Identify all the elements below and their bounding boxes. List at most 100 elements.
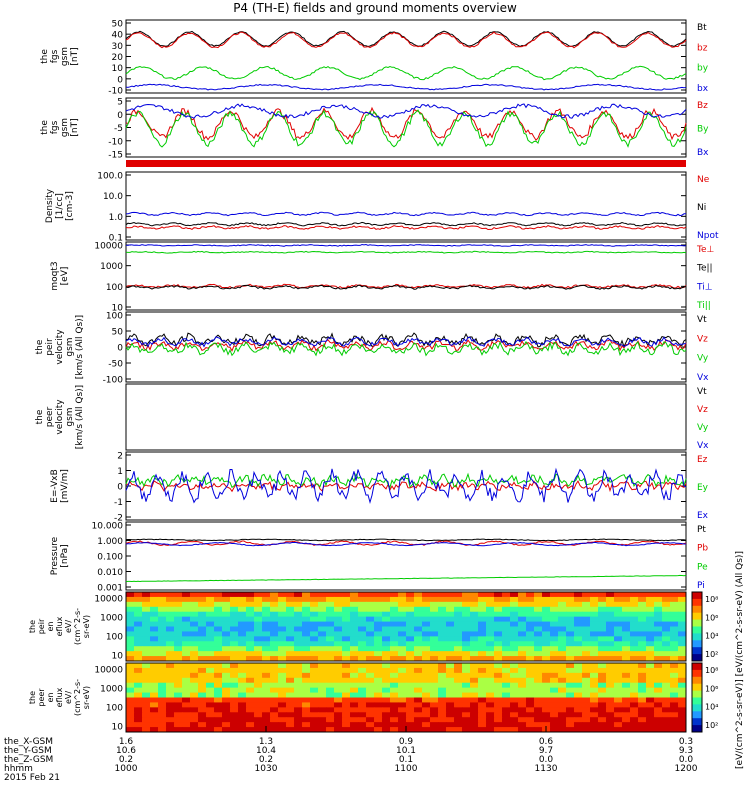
spectrogram-cell bbox=[262, 656, 271, 662]
spectrogram-cell bbox=[390, 687, 399, 694]
spectrogram-cell bbox=[166, 621, 175, 627]
spectrogram-cell bbox=[462, 707, 471, 713]
spectrogram-cell bbox=[430, 677, 439, 684]
spectrogram-cell bbox=[630, 692, 639, 698]
spectrogram-cell bbox=[510, 596, 519, 603]
y-tick-label: -10 bbox=[108, 87, 123, 97]
spectrogram-cell bbox=[534, 592, 543, 598]
spectrogram-cell bbox=[342, 592, 351, 598]
spectrogram-cell bbox=[438, 717, 447, 723]
spectrogram-cell bbox=[486, 667, 495, 674]
spectrogram-cell bbox=[310, 596, 319, 603]
spectrogram-cell bbox=[438, 697, 447, 703]
spectrogram-cell bbox=[166, 682, 175, 689]
spectrogram-cell bbox=[606, 692, 615, 698]
spectrogram-cell bbox=[510, 702, 519, 708]
spectrogram-cell bbox=[230, 727, 239, 733]
spectrogram-cell bbox=[534, 606, 543, 613]
spectrogram-cell bbox=[318, 641, 327, 647]
spectrogram-cell bbox=[230, 611, 239, 618]
spectrogram-cell bbox=[502, 606, 511, 613]
spectrogram-cell bbox=[494, 672, 503, 679]
spectrogram-cell bbox=[334, 692, 343, 698]
spectrogram-cell bbox=[662, 687, 671, 694]
spectrogram-cell bbox=[638, 651, 647, 657]
spectrogram-cell bbox=[614, 651, 623, 657]
spectrogram-cell bbox=[270, 611, 279, 618]
spectrogram-cell bbox=[518, 631, 527, 637]
spectrogram-cell bbox=[334, 722, 343, 728]
spectrogram-cell bbox=[230, 626, 239, 632]
spectrogram-cell bbox=[478, 682, 487, 689]
spectrogram-cell bbox=[654, 631, 663, 637]
spectrogram-cell bbox=[654, 692, 663, 698]
spectrogram-cell bbox=[550, 656, 559, 662]
spectrogram-cell bbox=[662, 717, 671, 723]
spectrogram-cell bbox=[542, 712, 551, 718]
spectrogram-cell bbox=[142, 601, 151, 608]
spectrogram-cell bbox=[270, 651, 279, 657]
spectrogram-cell bbox=[486, 626, 495, 632]
spectrogram-cell bbox=[414, 717, 423, 723]
spectrogram-cell bbox=[430, 621, 439, 627]
spectrogram-cell bbox=[238, 717, 247, 723]
y-axis-label: gsm bbox=[60, 118, 70, 137]
spectrogram-cell bbox=[558, 667, 567, 674]
spectrogram-cell bbox=[414, 606, 423, 613]
spectrogram-cell bbox=[550, 592, 559, 598]
spectrogram-cell bbox=[606, 663, 615, 669]
spectrogram-cell bbox=[654, 697, 663, 703]
spectrogram-cell bbox=[542, 651, 551, 657]
legend-bx: bx bbox=[697, 84, 709, 94]
spectrogram-cell bbox=[302, 682, 311, 689]
spectrogram-cell bbox=[358, 651, 367, 657]
spectrogram-cell bbox=[598, 626, 607, 632]
spectrogram-cell bbox=[262, 672, 271, 679]
spectrogram-cell bbox=[334, 672, 343, 679]
spectrogram-cell bbox=[502, 717, 511, 723]
spectrogram-cell bbox=[598, 592, 607, 598]
spectrogram-cell bbox=[198, 722, 207, 728]
spectrogram-cell bbox=[582, 601, 591, 608]
spectrogram-cell bbox=[590, 663, 599, 669]
spectrogram-cell bbox=[430, 592, 439, 598]
spectrogram-cell bbox=[454, 606, 463, 613]
spectrogram-cell bbox=[478, 702, 487, 708]
spectrogram-cell bbox=[518, 677, 527, 684]
spectrogram-cell bbox=[358, 663, 367, 669]
spectrogram-cell bbox=[582, 606, 591, 613]
spectrogram-cell bbox=[486, 606, 495, 613]
spectrogram-cell bbox=[206, 626, 215, 632]
spectrogram-cell bbox=[670, 611, 679, 618]
spectrogram-cell bbox=[278, 707, 287, 713]
spectrogram-cell bbox=[470, 606, 479, 613]
spectrogram-cell bbox=[654, 667, 663, 674]
spectrogram-cell bbox=[534, 692, 543, 698]
spectrogram-cell bbox=[478, 621, 487, 627]
spectrogram-cell bbox=[166, 687, 175, 694]
colorbar-tick-label: 10⁸ bbox=[705, 666, 718, 675]
spectrogram-cell bbox=[470, 626, 479, 632]
spectrogram-cell bbox=[150, 667, 159, 674]
spectrogram-cell bbox=[566, 712, 575, 718]
spectrogram-cell bbox=[462, 656, 471, 662]
spectrogram-cell bbox=[374, 672, 383, 679]
spectrogram-cell bbox=[478, 672, 487, 679]
spectrogram-cell bbox=[486, 631, 495, 637]
spectrogram-cell bbox=[566, 626, 575, 632]
spectrogram-cell bbox=[406, 601, 415, 608]
spectrogram-cell bbox=[406, 677, 415, 684]
spectrogram-cell bbox=[382, 717, 391, 723]
spectrogram-cell bbox=[318, 616, 327, 623]
spectrogram-cell bbox=[278, 702, 287, 708]
spectrogram-cell bbox=[542, 667, 551, 674]
spectrogram-cell bbox=[134, 596, 143, 603]
spectrogram-cell bbox=[430, 636, 439, 642]
spectrogram-cell bbox=[302, 621, 311, 627]
spectrogram-cell bbox=[294, 727, 303, 733]
spectrogram-cell bbox=[646, 672, 655, 679]
spectrogram-cell bbox=[502, 646, 511, 652]
spectrogram-cell bbox=[270, 621, 279, 627]
spectrogram-cell bbox=[190, 712, 199, 718]
spectrogram-cell bbox=[398, 712, 407, 718]
